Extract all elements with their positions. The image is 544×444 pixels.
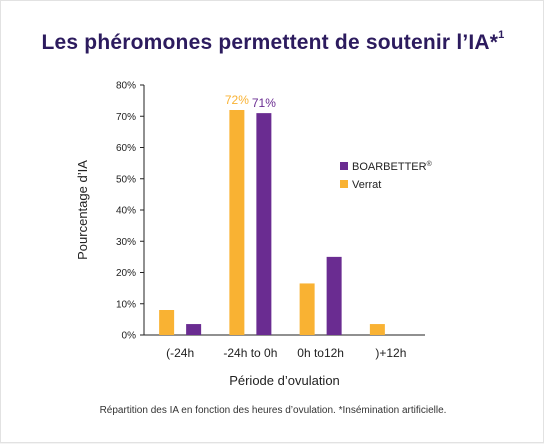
data-label: 72% <box>225 93 249 107</box>
y-tick-label: 10% <box>116 299 136 310</box>
y-tick-label: 40% <box>116 206 136 217</box>
x-tick-label: (-24h <box>166 346 194 360</box>
bar-boarbetter-0 <box>186 324 202 335</box>
y-tick-label: 0% <box>122 331 137 342</box>
y-tick-label: 60% <box>116 143 136 154</box>
bar-boarbetter-1 <box>256 113 272 335</box>
chart-title: Les phéromones permettent de soutenir l’… <box>41 29 505 54</box>
legend-swatch <box>340 162 348 170</box>
bar-verrat-3 <box>369 324 385 335</box>
y-axis-label: Pourcentage d’IA <box>75 160 90 260</box>
y-tick-label: 20% <box>116 268 136 279</box>
x-axis-label: Période d’ovulation <box>229 373 340 388</box>
x-tick-label: )+12h <box>375 346 406 360</box>
bar-verrat-1 <box>229 110 245 335</box>
bar-verrat-2 <box>299 283 315 335</box>
chart-caption: Répartition des IA en fonction des heure… <box>99 405 447 416</box>
y-tick-label: 80% <box>116 81 136 92</box>
legend-entry: Verrat <box>352 179 381 191</box>
legend-entry-sup: ® <box>427 160 433 168</box>
bar-verrat-0 <box>159 310 175 335</box>
data-label: 71% <box>252 96 276 110</box>
x-tick-label: -24h to 0h <box>223 346 277 360</box>
legend-swatch <box>340 180 348 188</box>
y-tick-label: 70% <box>116 112 136 123</box>
x-tick-label: 0h to12h <box>297 346 344 360</box>
bar-boarbetter-2 <box>326 256 342 335</box>
legend-entry: BOARBETTER® <box>352 160 433 173</box>
y-tick-label: 50% <box>116 174 136 185</box>
y-tick-label: 30% <box>116 237 136 248</box>
